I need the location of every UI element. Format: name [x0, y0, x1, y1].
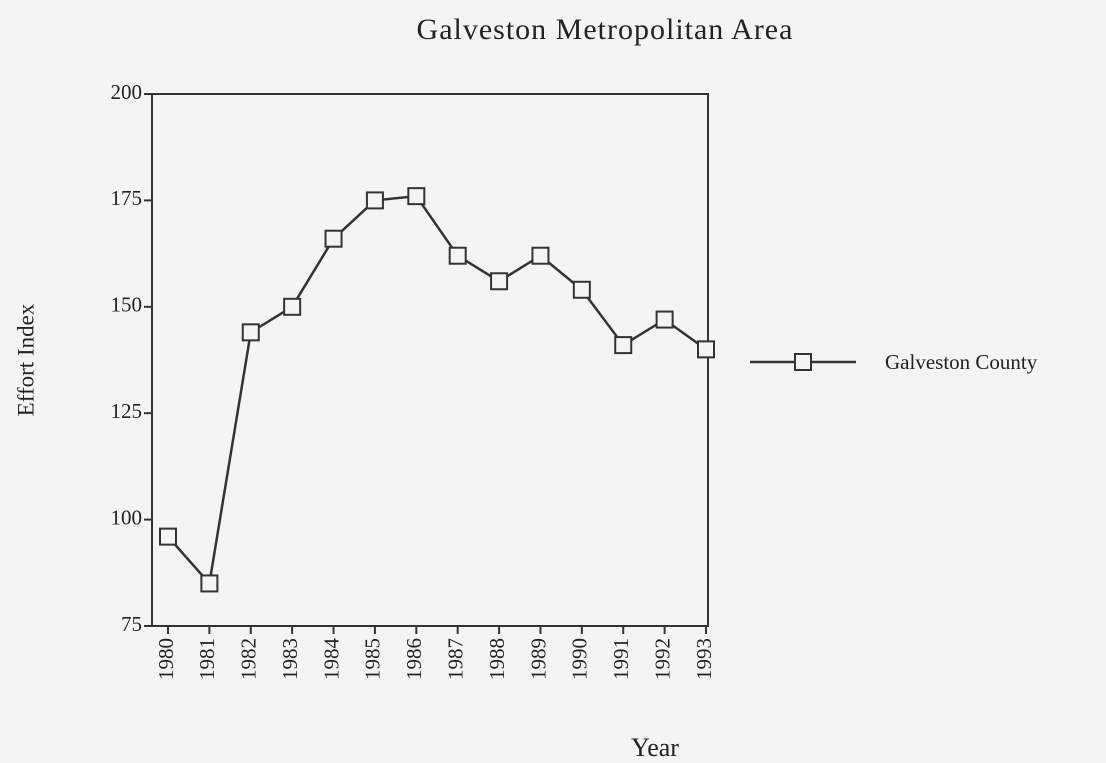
series-line: [167, 194, 707, 587]
x-tick-label: 1990: [568, 638, 592, 680]
y-axis-label: Effort Index: [13, 303, 38, 416]
x-tick-label: 1980: [154, 638, 178, 680]
y-tick-label: 200: [111, 80, 143, 104]
point-marker: [283, 297, 302, 316]
y-tick-label: 125: [111, 399, 143, 423]
x-tick-label: 1987: [444, 638, 468, 680]
y-tick-label: 100: [111, 505, 143, 529]
x-tick-label: 1992: [650, 638, 674, 680]
point-marker: [448, 246, 467, 265]
x-tick-label: 1981: [195, 638, 219, 680]
point-marker: [241, 323, 260, 342]
point-marker: [572, 280, 591, 299]
point-marker: [655, 310, 674, 329]
point-marker: [531, 246, 550, 265]
y-tick-label: 75: [121, 612, 142, 636]
point-marker: [407, 187, 426, 206]
x-tick-label: 1983: [278, 638, 302, 680]
x-tick-label: 1982: [237, 638, 261, 680]
point-marker: [697, 340, 715, 359]
x-tick-label: 1984: [319, 638, 343, 681]
x-tick-label: 1985: [361, 638, 385, 680]
chart-title: Galveston Metropolitan Area: [417, 13, 794, 46]
x-axis-label: Year: [631, 733, 679, 762]
x-tick-label: 1989: [526, 638, 550, 680]
y-tick-label: 150: [111, 293, 143, 317]
point-marker: [490, 272, 509, 291]
y-tick-label: 175: [111, 186, 143, 210]
point-marker: [365, 191, 384, 210]
point-marker: [159, 527, 177, 546]
point-marker: [324, 229, 343, 248]
point-marker: [614, 336, 633, 355]
x-tick-label: 1988: [485, 638, 509, 680]
plot-frame: [151, 93, 709, 627]
x-tick-label: 1991: [609, 638, 633, 680]
legend-label: Galveston County: [885, 350, 1038, 374]
x-tick-label: 1993: [692, 638, 716, 680]
legend-marker: [794, 353, 812, 371]
point-marker: [200, 574, 219, 593]
x-tick-label: 1986: [402, 638, 426, 680]
